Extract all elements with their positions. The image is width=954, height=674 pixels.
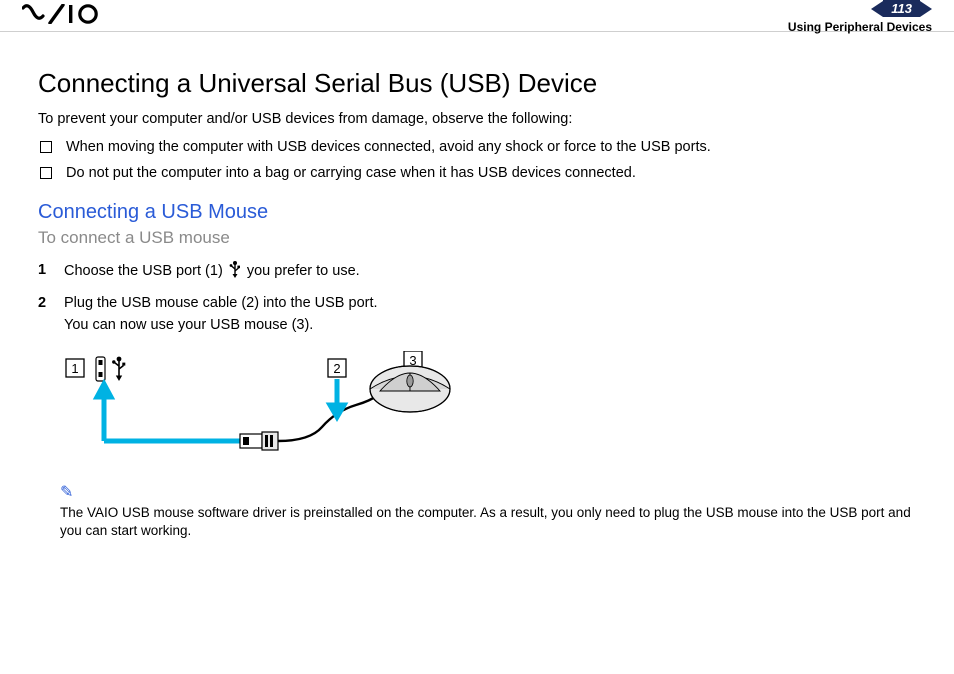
usb-cable bbox=[278, 395, 378, 441]
page-navigator: 113 bbox=[871, 0, 932, 17]
step-item: Choose the USB port (1) you prefer to us… bbox=[38, 258, 916, 292]
diagram-arrow-1 bbox=[97, 384, 240, 441]
note-text: The VAIO USB mouse software driver is pr… bbox=[60, 504, 916, 540]
step-text: You can now use your USB mouse (3). bbox=[64, 317, 313, 333]
usb-icon bbox=[229, 260, 241, 286]
diagram-arrow-2 bbox=[330, 379, 344, 417]
page-number: 113 bbox=[883, 0, 920, 17]
usb-port-icon bbox=[96, 357, 105, 381]
step-text: Choose the USB port (1) bbox=[64, 263, 227, 279]
step-item: Plug the USB mouse cable (2) into the US… bbox=[38, 291, 916, 343]
breadcrumb[interactable]: Using Peripheral Devices bbox=[788, 20, 932, 34]
task-heading: To connect a USB mouse bbox=[38, 228, 916, 248]
document-page: 113 Using Peripheral Devices Connecting … bbox=[0, 0, 954, 674]
mouse-icon bbox=[370, 366, 450, 412]
note-icon: ✎ bbox=[60, 484, 73, 501]
steps-list: Choose the USB port (1) you prefer to us… bbox=[38, 258, 916, 343]
vaio-logo bbox=[22, 4, 114, 29]
usb-mouse-diagram: 1 2 3 bbox=[60, 351, 916, 474]
diagram-label-2: 2 bbox=[333, 361, 340, 376]
usb-plug-icon bbox=[240, 432, 278, 450]
page-content: Connecting a Universal Serial Bus (USB) … bbox=[0, 32, 954, 540]
step-text: you prefer to use. bbox=[247, 263, 360, 279]
intro-text: To prevent your computer and/or USB devi… bbox=[38, 111, 916, 127]
list-item: When moving the computer with USB device… bbox=[40, 135, 916, 161]
list-item: Do not put the computer into a bag or ca… bbox=[40, 161, 916, 187]
precautions-list: When moving the computer with USB device… bbox=[40, 135, 916, 187]
page-title: Connecting a Universal Serial Bus (USB) … bbox=[38, 68, 916, 99]
diagram-label-1: 1 bbox=[71, 361, 78, 376]
section-subheading: Connecting a USB Mouse bbox=[38, 201, 916, 224]
next-page-arrow-icon[interactable] bbox=[920, 1, 932, 17]
note-block: ✎ The VAIO USB mouse software driver is … bbox=[60, 484, 916, 540]
prev-page-arrow-icon[interactable] bbox=[871, 1, 883, 17]
step-text: Plug the USB mouse cable (2) into the US… bbox=[64, 295, 378, 311]
usb-symbol-icon bbox=[112, 356, 125, 380]
page-header: 113 Using Peripheral Devices bbox=[0, 0, 954, 32]
